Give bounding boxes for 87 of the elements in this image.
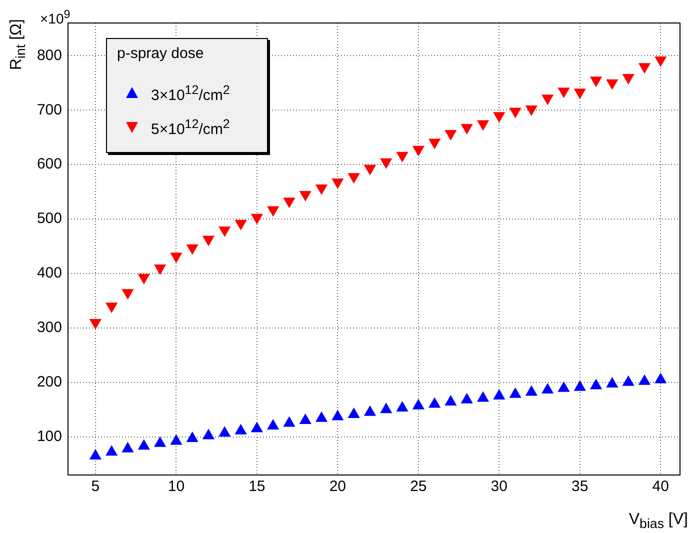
point [89,448,102,460]
x-tick-label: 5 [91,478,100,496]
point [638,374,651,385]
point [234,220,247,230]
point [606,79,618,90]
point [234,424,247,434]
point [396,401,408,412]
point [299,191,312,202]
annotation: ×10$^{9}$ [40,8,70,27]
point [525,106,538,116]
point [267,418,280,430]
point [186,244,198,255]
point [638,63,651,74]
legend-title: p-spray dose [117,45,205,62]
y-tick-label: 600 [36,156,62,173]
point [428,397,441,408]
point [332,178,344,190]
point [509,387,522,398]
y-tick-label: 200 [36,374,62,391]
point [396,152,408,162]
point [218,226,231,237]
x-tick-label: 20 [329,478,346,496]
point [106,445,118,456]
point [170,434,182,445]
point [493,389,506,400]
point [315,184,328,196]
legend-label: 3×10$^{12}$/cm$^{2}$ [151,82,230,104]
point [412,398,424,410]
y-tick-label: 700 [36,101,62,118]
point [122,442,134,452]
y-tick-label: 800 [36,46,62,64]
point [493,112,506,123]
point [154,436,166,447]
point [654,372,667,384]
point [542,383,554,394]
point [202,428,215,440]
point [622,74,634,84]
point [654,56,667,68]
point [348,408,360,418]
legend-label: 5×10$^{12}$/cm$^{2}$ [151,116,230,138]
point [364,405,376,416]
point [574,88,586,100]
point [380,402,392,414]
point [590,378,602,390]
point [315,411,328,422]
point [380,158,392,169]
y-tick-label: 500 [36,210,62,228]
point [186,432,198,442]
x-tick-label: 35 [572,478,588,496]
x-axis-title: V$_{bias}$ [V] [628,510,688,531]
point [283,198,296,208]
point [590,76,602,88]
point [525,385,538,396]
point [138,439,150,450]
x-tick-label: 30 [490,478,508,496]
point [509,108,522,118]
point [202,236,215,246]
point [444,395,457,406]
point [444,130,457,141]
point [283,416,296,427]
point [606,377,618,388]
point [574,380,586,391]
x-tick-label: 10 [168,478,185,496]
x-tick-label: 15 [248,478,266,496]
point [364,164,376,176]
point [332,410,344,420]
point [250,214,263,224]
y-tick-label: 100 [36,428,62,446]
point [558,381,570,392]
point [460,124,473,135]
point [460,392,473,404]
point [622,375,634,386]
point [412,146,424,156]
point [348,173,360,184]
point [558,88,570,98]
point [250,422,263,432]
x-tick-label: 40 [652,478,669,496]
point [542,94,554,106]
point [476,391,490,402]
x-tick-label: 25 [410,478,427,496]
point [267,206,280,217]
point [428,138,441,150]
y-tick-label: 300 [36,319,62,336]
point [218,426,231,437]
point [476,120,490,131]
y-tick-label: 400 [36,264,62,282]
point [299,414,312,424]
